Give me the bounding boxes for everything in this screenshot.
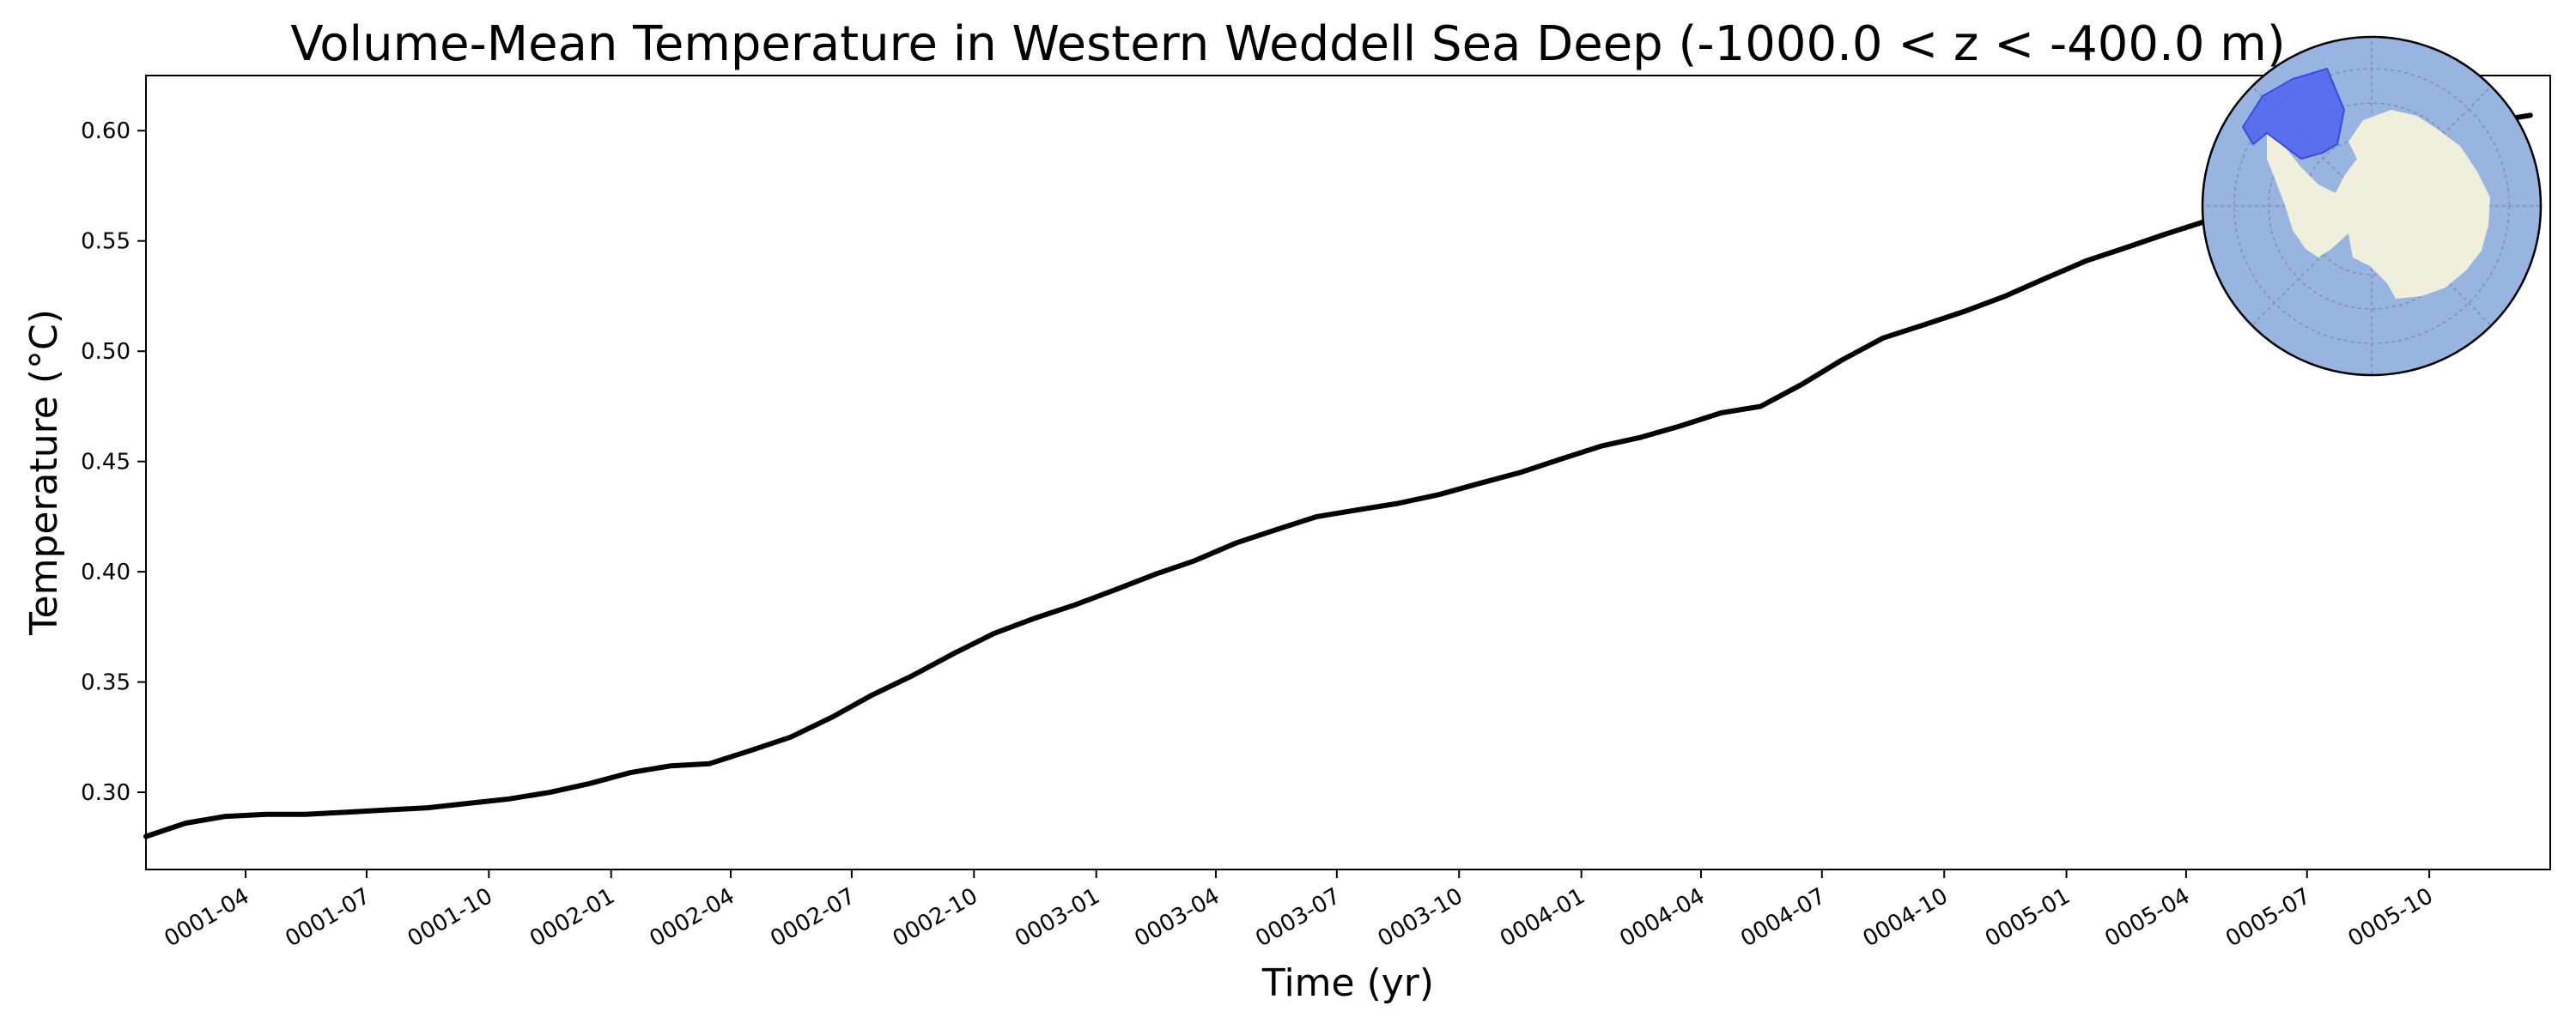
y-tick-label: 0.30 bbox=[81, 780, 131, 806]
x-tick-label: 0005-04 bbox=[2100, 883, 2194, 952]
x-tick-label: 0003-04 bbox=[1130, 883, 1224, 952]
x-tick-label: 0003-01 bbox=[1011, 883, 1104, 952]
inset-antarctica-land bbox=[2267, 110, 2490, 299]
plot-area bbox=[143, 75, 2551, 870]
y-tick-label: 0.40 bbox=[81, 560, 131, 585]
y-tick-label: 0.55 bbox=[81, 229, 131, 255]
x-tick-label: 0004-04 bbox=[1615, 883, 1709, 952]
x-tick-label: 0002-07 bbox=[766, 883, 860, 952]
x-tick-label: 0005-10 bbox=[2344, 883, 2438, 952]
x-tick-label: 0003-07 bbox=[1251, 883, 1345, 952]
antarctica-inset-map bbox=[2201, 35, 2543, 377]
x-tick-label: 0005-01 bbox=[1981, 883, 2075, 952]
x-tick-label: 0004-07 bbox=[1736, 883, 1830, 952]
y-axis-ticks: 0.30 0.35 0.40 0.45 0.50 0.55 0.60 bbox=[81, 118, 146, 806]
y-tick-label: 0.50 bbox=[81, 339, 131, 365]
y-tick-label: 0.45 bbox=[81, 450, 131, 476]
x-tick-label: 0001-07 bbox=[281, 883, 374, 952]
x-tick-label: 0005-07 bbox=[2221, 883, 2315, 952]
x-tick-label: 0002-10 bbox=[889, 883, 982, 952]
x-tick-label: 0003-10 bbox=[1374, 883, 1467, 952]
temperature-series-line bbox=[143, 112, 2533, 839]
x-axis-label: Time (yr) bbox=[1261, 961, 1434, 1005]
y-axis-label: Temperature (°C) bbox=[22, 309, 66, 636]
y-tick-label: 0.35 bbox=[81, 670, 131, 696]
x-axis-ticks: 0001-04 0001-07 0001-10 0002-01 0002-04 0002-… bbox=[161, 869, 2438, 952]
chart-title: Volume-Mean Temperature in Western Wedde… bbox=[290, 16, 2285, 72]
x-tick-label: 0004-01 bbox=[1496, 883, 1589, 952]
x-tick-label: 0001-10 bbox=[404, 883, 497, 952]
x-tick-label: 0002-04 bbox=[645, 883, 738, 952]
inset-border bbox=[2201, 35, 2543, 377]
inset-weddell-region bbox=[2241, 67, 2346, 161]
x-tick-label: 0002-01 bbox=[526, 883, 619, 952]
x-tick-label: 0001-04 bbox=[161, 883, 254, 952]
y-tick-label: 0.60 bbox=[81, 118, 131, 144]
plot-frame bbox=[145, 75, 2551, 870]
x-tick-label: 0004-10 bbox=[1859, 883, 1953, 952]
